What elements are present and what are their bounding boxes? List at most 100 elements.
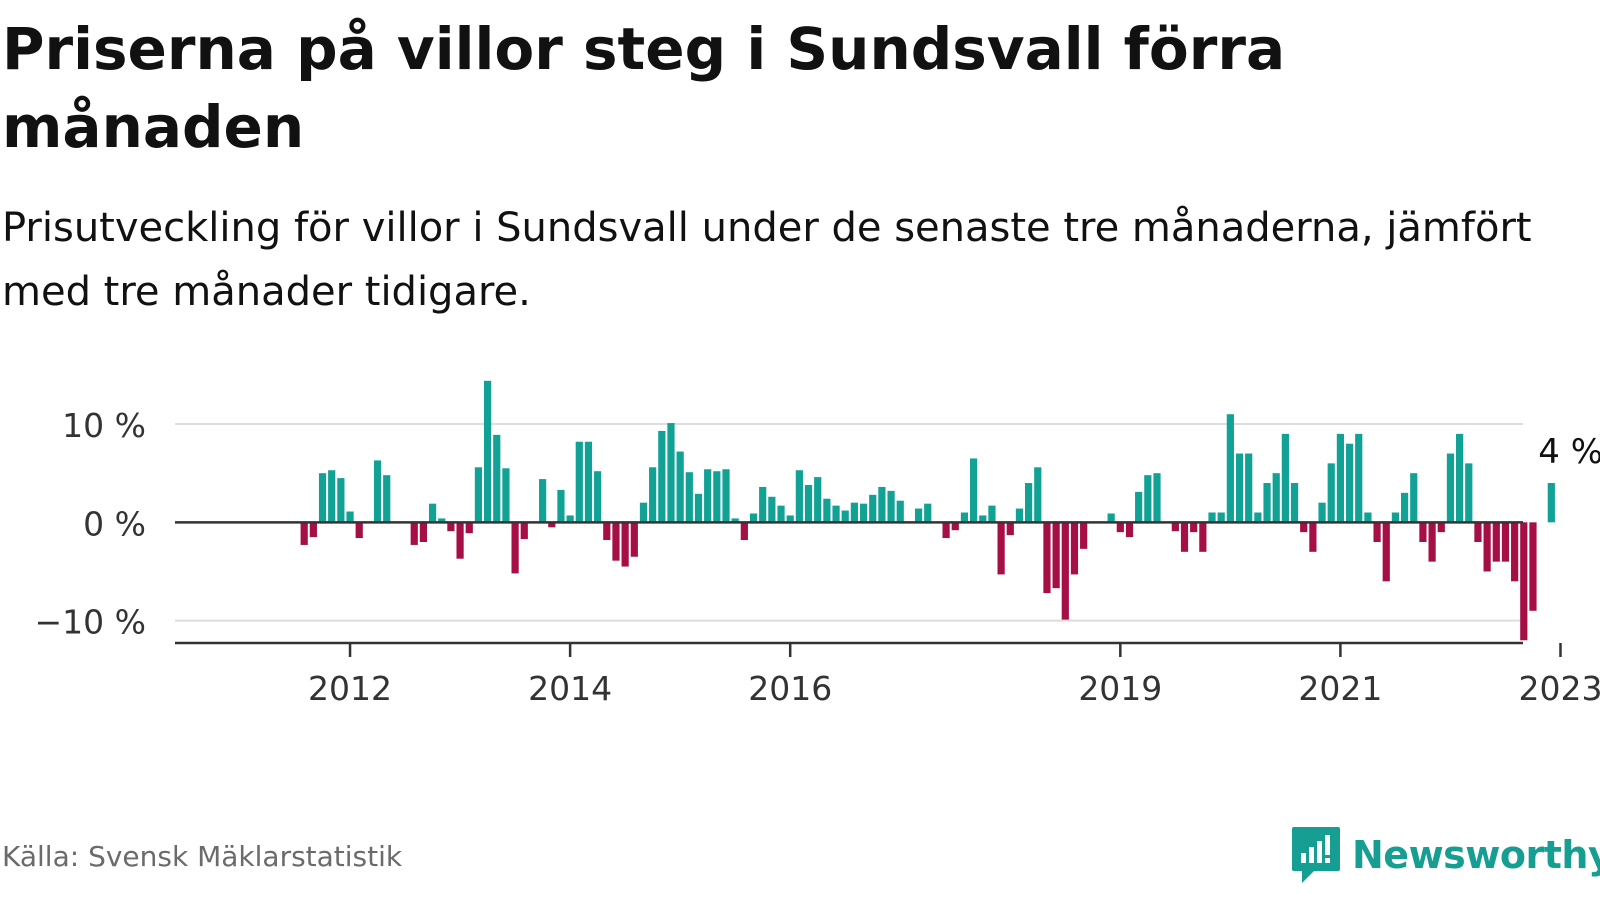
bar	[1437, 522, 1445, 533]
bar	[373, 460, 382, 523]
bar	[667, 423, 675, 523]
bar	[1511, 522, 1519, 582]
bar	[566, 515, 574, 523]
y-axis-tick-labels: 10 % 0 % −10 %	[35, 406, 147, 642]
bar	[639, 502, 648, 523]
bar	[456, 522, 464, 559]
bar	[1336, 433, 1344, 523]
bar	[1135, 491, 1143, 523]
x-tick-label: 2021	[1298, 669, 1382, 708]
bar	[887, 490, 895, 523]
bar	[1208, 512, 1216, 523]
bar	[1080, 522, 1088, 549]
bar	[1410, 473, 1418, 523]
bar	[942, 522, 950, 539]
bar	[447, 522, 455, 532]
chart-title: Priserna på villor steg i Sundsvall förr…	[2, 15, 1286, 161]
bar	[1171, 522, 1179, 532]
bar	[337, 478, 345, 523]
bar	[438, 518, 446, 523]
bar	[1501, 522, 1510, 562]
last-value-label: 4 %	[1538, 432, 1600, 472]
bar	[1144, 475, 1152, 523]
bar	[1263, 483, 1271, 523]
bar	[603, 522, 611, 541]
bar	[731, 518, 739, 523]
bars	[300, 380, 1555, 641]
bar	[777, 505, 785, 523]
bar	[1474, 522, 1482, 542]
bar	[713, 471, 721, 523]
brand-name: Newsworthy	[1352, 833, 1600, 877]
bar	[612, 522, 620, 561]
bar	[465, 522, 473, 534]
bar	[749, 513, 758, 523]
bar	[309, 522, 317, 538]
bar	[300, 522, 308, 545]
bar	[694, 493, 703, 523]
bar	[1254, 512, 1262, 523]
bar	[1547, 483, 1555, 523]
bar	[823, 498, 831, 523]
bar	[804, 484, 813, 523]
bar	[355, 522, 363, 539]
bar	[1309, 522, 1317, 552]
bar	[722, 469, 730, 523]
bar	[502, 468, 510, 523]
bar	[1492, 522, 1500, 562]
bar	[1382, 522, 1390, 582]
bar	[795, 470, 803, 523]
newsworthy-logo-icon	[1292, 827, 1340, 883]
bar	[428, 503, 437, 523]
bar	[759, 486, 767, 523]
bar	[1400, 492, 1409, 523]
bar	[869, 494, 877, 523]
bar	[988, 505, 996, 523]
bar	[970, 458, 978, 523]
bar	[483, 380, 492, 523]
bar	[914, 508, 923, 523]
bar	[557, 489, 565, 523]
bar	[1107, 513, 1115, 523]
bar	[548, 522, 556, 528]
bar	[1125, 522, 1134, 538]
bar	[1052, 522, 1060, 589]
bar	[474, 467, 483, 523]
bar	[658, 430, 666, 523]
bar	[584, 441, 593, 523]
bar	[1226, 414, 1234, 523]
bar	[346, 511, 354, 523]
x-tick-label: 2016	[748, 669, 832, 708]
bar	[621, 522, 629, 567]
bar	[1364, 512, 1372, 523]
bar	[924, 503, 932, 523]
bar	[493, 434, 501, 523]
x-tick-label: 2023	[1518, 669, 1600, 708]
bar	[511, 522, 519, 574]
x-axis	[175, 521, 1562, 657]
bar	[1199, 522, 1207, 552]
bar	[1345, 443, 1354, 523]
newsworthy-logo: Newsworthy	[1290, 822, 1600, 888]
bar	[318, 473, 327, 523]
bar	[1245, 453, 1253, 523]
bar	[1355, 433, 1363, 523]
bar	[859, 503, 868, 523]
bar	[960, 512, 969, 523]
bar	[1483, 522, 1491, 572]
y-tick-label: 0 %	[83, 504, 146, 543]
bar	[1465, 463, 1473, 523]
bar	[649, 467, 657, 523]
bar	[1529, 522, 1537, 611]
bar	[1190, 522, 1198, 533]
bar	[1300, 522, 1308, 533]
bar-chart: 10 % 0 % −10 % 2012 2014 2016 2019 2021 2023 4 …	[35, 380, 1600, 708]
bar	[1015, 508, 1024, 523]
chart-subtitle: Prisutveckling för villor i Sundsvall un…	[2, 205, 1532, 315]
bar	[878, 486, 886, 523]
bar	[1373, 522, 1381, 542]
bar	[1070, 522, 1079, 575]
bar	[575, 441, 583, 523]
bar	[594, 471, 602, 523]
x-tick-label: 2019	[1078, 669, 1162, 708]
